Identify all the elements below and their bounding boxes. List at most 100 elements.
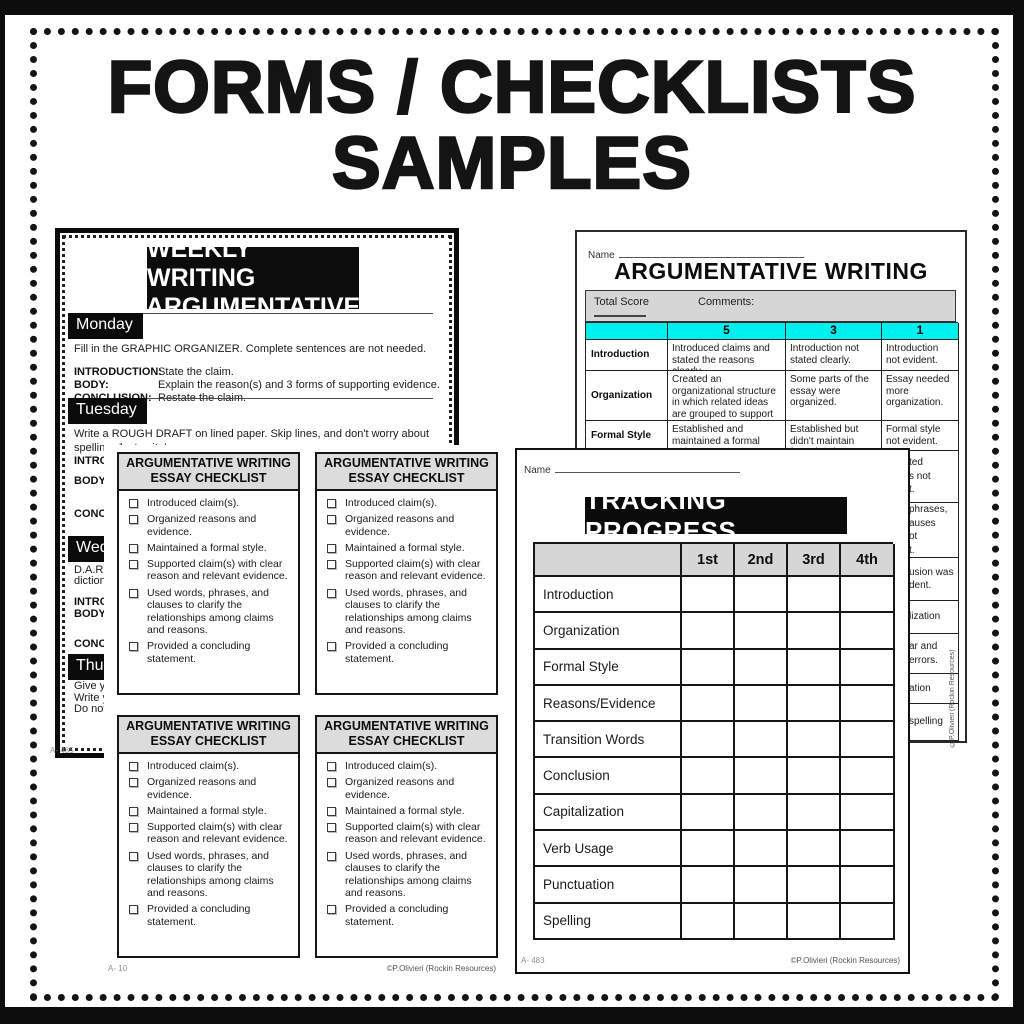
tracking-header-3rd: 3rd xyxy=(788,544,841,577)
main-title-line2: SAMPLES xyxy=(331,122,692,204)
tracking-score-cell xyxy=(735,613,788,650)
checklist-header-line2: ESSAY CHECKLIST xyxy=(348,471,465,485)
tracking-score-cell xyxy=(682,794,735,832)
wednesday-text-line2: dictiona xyxy=(74,575,112,587)
checklist-item: Provided a concluding statement. xyxy=(127,903,292,928)
rubric-cell-score3: Established but didn't maintain formal s… xyxy=(786,421,882,451)
monday-label: Monday xyxy=(68,313,143,339)
checklist-item: Introduced claim(s). xyxy=(325,497,490,510)
tracking-score-cell xyxy=(788,758,841,795)
tracking-header-empty-cell xyxy=(535,544,682,577)
checklist-item: Introduced claim(s). xyxy=(325,760,490,773)
tracking-progress-page: Name TRACKING PROGRESS 1st 2nd 3rd 4th I… xyxy=(515,448,910,974)
tuesday-body-label: BODY: xyxy=(74,475,109,487)
tracking-score-cell xyxy=(735,758,788,795)
checklist-header: ARGUMENTATIVE WRITING ESSAY CHECKLIST xyxy=(317,717,496,754)
checklist-item: Introduced claim(s). xyxy=(127,497,292,510)
tracking-score-cell xyxy=(735,577,788,614)
tracking-score-cell xyxy=(682,903,735,940)
rubric-row-label: Organization xyxy=(586,371,668,421)
tracking-score-cell xyxy=(788,831,841,868)
tracking-header-1st: 1st xyxy=(682,544,735,577)
rubric-covered-fragment: usion was dent. xyxy=(882,558,959,601)
tracking-score-cell xyxy=(841,685,895,723)
checklist-header-line2: ESSAY CHECKLIST xyxy=(150,471,267,485)
checklist-item-text: Introduced claim(s). xyxy=(147,760,240,772)
wednesday-body-label: BODY: xyxy=(74,608,109,620)
tracking-score-cell xyxy=(735,649,788,686)
checkbox-icon xyxy=(327,543,336,553)
outline-row: BODY: Explain the reason(s) and 3 forms … xyxy=(74,379,444,391)
checklist-copyright: ©P.Olivieri (Rockin Resources) xyxy=(386,964,496,973)
checklist-item: Provided a concluding statement. xyxy=(325,640,490,665)
checklist-header-line1: ARGUMENTATIVE WRITING xyxy=(324,456,489,470)
checkbox-icon xyxy=(129,822,138,832)
rubric-covered-fragment: ar and errors. xyxy=(882,634,959,674)
rubric-covered-fragment: lization xyxy=(882,601,959,634)
rubric-cell-score3: Introduction not stated clearly. xyxy=(786,340,882,371)
checkbox-icon xyxy=(327,778,336,788)
tuesday-divider xyxy=(68,398,433,399)
rubric-covered-fragment: spelling xyxy=(882,704,959,741)
checkbox-icon xyxy=(129,851,138,861)
checkbox-icon xyxy=(129,642,138,652)
checklist-item: Maintained a formal style. xyxy=(325,542,490,555)
rubric-cell-score1: Essay needed more organization. xyxy=(882,371,959,421)
checkbox-icon xyxy=(327,762,336,771)
tracking-page-number: A- 483 xyxy=(521,956,545,965)
checklist-item: Supported claim(s) with clear reason and… xyxy=(127,558,292,583)
tracking-score-cell xyxy=(682,613,735,650)
rubric-cell-score5: Created an organizational structure in w… xyxy=(668,371,786,421)
checklist-item-text: Used words, phrases, and clauses to clar… xyxy=(147,849,274,900)
tracking-score-cell xyxy=(841,903,895,940)
tracking-score-cell xyxy=(788,685,841,723)
tracking-row-label: Verb Usage xyxy=(535,831,682,868)
checklist-item-text: Supported claim(s) with clear reason and… xyxy=(147,820,288,846)
tracking-score-cell xyxy=(841,722,895,759)
rubric-header-5: 5 xyxy=(668,323,786,340)
checklist-item: Used words, phrases, and clauses to clar… xyxy=(325,850,490,900)
rubric-comments-label: Comments: xyxy=(698,296,755,308)
checklist-item: Organized reasons and evidence. xyxy=(127,513,292,538)
tracking-score-cell xyxy=(788,577,841,614)
outline-row-text: State the claim. xyxy=(158,366,234,378)
checklist-item-text: Supported claim(s) with clear reason and… xyxy=(345,557,486,583)
checklist-item: Supported claim(s) with clear reason and… xyxy=(127,821,292,846)
rubric-cell-score5: Established and maintained a formal styl… xyxy=(668,421,786,451)
checklist-page-number: A- 10 xyxy=(108,964,128,973)
checklist-item-text: Organized reasons and evidence. xyxy=(147,776,257,801)
rubric-cell-score1: Formal style not evident. xyxy=(882,421,959,451)
checkbox-icon xyxy=(129,588,138,598)
checklist-item-text: Introduced claim(s). xyxy=(345,497,438,509)
checklist-item-text: Supported claim(s) with clear reason and… xyxy=(147,557,288,583)
checklist-item-text: Introduced claim(s). xyxy=(147,497,240,509)
tracking-score-cell xyxy=(788,649,841,686)
thursday-text-line1: Give yo xyxy=(74,680,112,692)
checklist-item: Introduced claim(s). xyxy=(127,760,292,773)
tracking-score-cell xyxy=(682,685,735,723)
checklist-item-text: Maintained a formal style. xyxy=(147,804,267,817)
rubric-covered-fragment: phrases, auses ot t. xyxy=(882,503,959,558)
tracking-score-cell xyxy=(735,831,788,868)
checklist-item-text: Supported claim(s) with clear reason and… xyxy=(345,820,486,846)
tracking-name-label: Name xyxy=(524,465,551,476)
rubric-cell-score5: Introduced claims and stated the reasons… xyxy=(668,340,786,371)
checkbox-icon xyxy=(327,642,336,652)
checklist-item-text: Used words, phrases, and clauses to clar… xyxy=(345,586,472,637)
checklist-item: Used words, phrases, and clauses to clar… xyxy=(325,587,490,637)
checklist-items: Introduced claim(s). Organized reasons a… xyxy=(317,491,496,665)
essay-checklist-box-4: ARGUMENTATIVE WRITING ESSAY CHECKLIST In… xyxy=(315,715,498,958)
checklist-item: Provided a concluding statement. xyxy=(325,903,490,928)
rubric-header-empty-cell xyxy=(586,323,668,340)
checkbox-icon xyxy=(327,499,336,508)
rubric-header-3: 3 xyxy=(786,323,882,340)
checkbox-icon xyxy=(129,559,138,569)
checklist-items: Introduced claim(s). Organized reasons a… xyxy=(119,491,298,665)
checklist-item-text: Introduced claim(s). xyxy=(345,760,438,772)
rubric-row-label: Formal Style xyxy=(586,421,668,451)
checkbox-icon xyxy=(327,851,336,861)
monday-divider xyxy=(68,313,433,314)
checkbox-icon xyxy=(327,588,336,598)
tracking-row-label: Spelling xyxy=(535,903,682,940)
checkbox-icon xyxy=(129,806,138,816)
